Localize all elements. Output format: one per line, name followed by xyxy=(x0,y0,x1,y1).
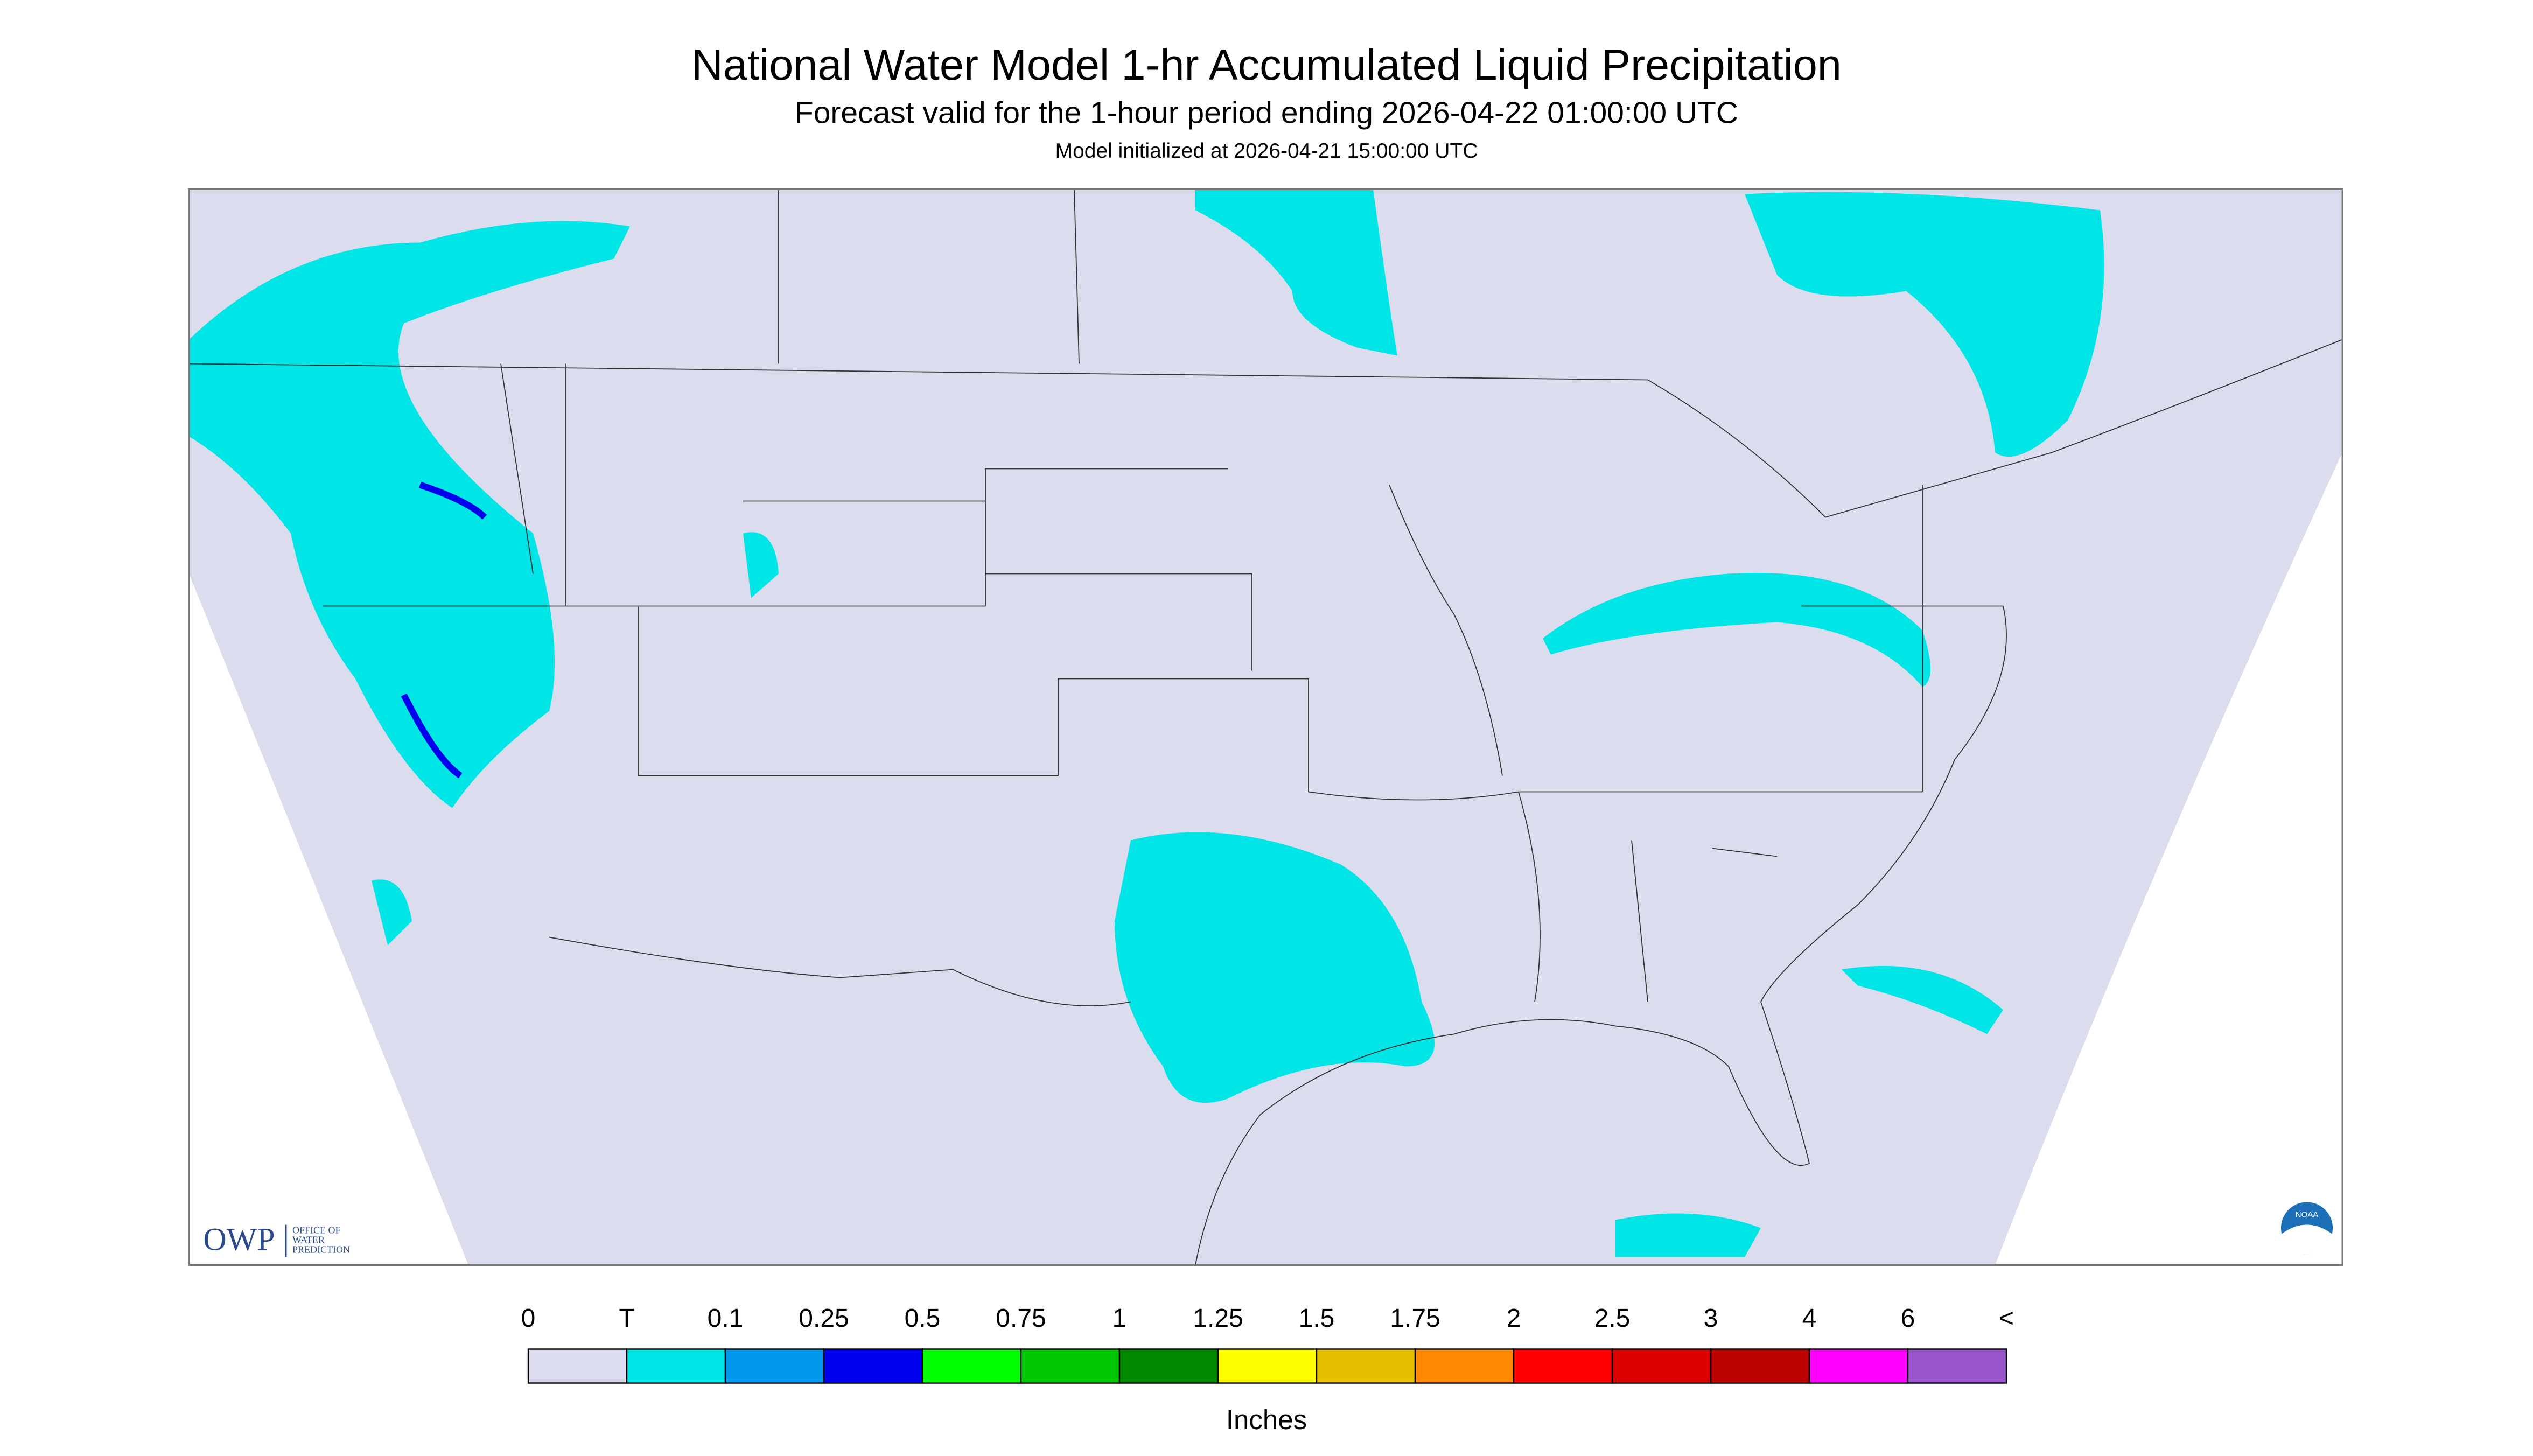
outside-left xyxy=(189,573,468,1265)
legend-label: 0.25 xyxy=(799,1304,849,1333)
legend-label: 2.5 xyxy=(1594,1304,1631,1333)
legend-label: 0.5 xyxy=(905,1304,941,1333)
legend-swatch xyxy=(1316,1348,1416,1384)
outside-right xyxy=(1995,452,2342,1265)
legend-swatch xyxy=(1414,1348,1515,1384)
legend-swatch xyxy=(1217,1348,1318,1384)
legend-label: 0.75 xyxy=(996,1304,1046,1333)
legend: 0 T 0.1 0.25 0.5 0.75 1 1.25 1.5 1.75 2 2.5 3 4 6 < xyxy=(521,1304,2014,1384)
legend-label: 1.25 xyxy=(1193,1304,1243,1333)
legend-label: 1 xyxy=(1112,1304,1127,1333)
legend-swatch xyxy=(1513,1348,1613,1384)
legend-label: 0 xyxy=(521,1304,536,1333)
legend-swatch xyxy=(921,1348,1022,1384)
legend-swatch xyxy=(724,1348,825,1384)
owp-logo: OWP xyxy=(203,1221,275,1257)
legend-label: 4 xyxy=(1802,1304,1817,1333)
legend-label: T xyxy=(619,1304,634,1333)
map-frame xyxy=(188,188,2343,1266)
legend-label: 6 xyxy=(1901,1304,1915,1333)
legend-label: 3 xyxy=(1704,1304,1718,1333)
legend-label: < xyxy=(1999,1304,2014,1333)
legend-label: 0.1 xyxy=(708,1304,744,1333)
precip-areas xyxy=(189,189,2104,1257)
owp-logo-line: OFFICE OF xyxy=(292,1225,341,1236)
legend-swatch xyxy=(527,1348,628,1384)
legend-label: 1.5 xyxy=(1299,1304,1335,1333)
legend-label: 1.75 xyxy=(1390,1304,1440,1333)
legend-label: 2 xyxy=(1507,1304,1521,1333)
legend-units: Inches xyxy=(1226,1404,1307,1435)
noaa-text: NOAA xyxy=(2296,1210,2319,1219)
legend-swatch xyxy=(1020,1348,1121,1384)
owp-logo-line: PREDICTION xyxy=(292,1244,350,1255)
legend-swatch xyxy=(626,1348,726,1384)
subtitle: Forecast valid for the 1-hour period end… xyxy=(795,96,1738,130)
legend-swatch xyxy=(1907,1348,2007,1384)
legend-swatch xyxy=(1808,1348,1909,1384)
legend-swatch xyxy=(823,1348,923,1384)
legend-swatch xyxy=(1118,1348,1219,1384)
title: National Water Model 1-hr Accumulated Li… xyxy=(691,41,1842,89)
boundaries xyxy=(188,189,2343,1265)
legend-swatch xyxy=(1611,1348,1712,1384)
init-time: Model initialized at 2026-04-21 15:00:00… xyxy=(1055,139,1478,163)
owp-logo-line: WATER xyxy=(292,1235,325,1245)
legend-swatch xyxy=(1710,1348,1810,1384)
